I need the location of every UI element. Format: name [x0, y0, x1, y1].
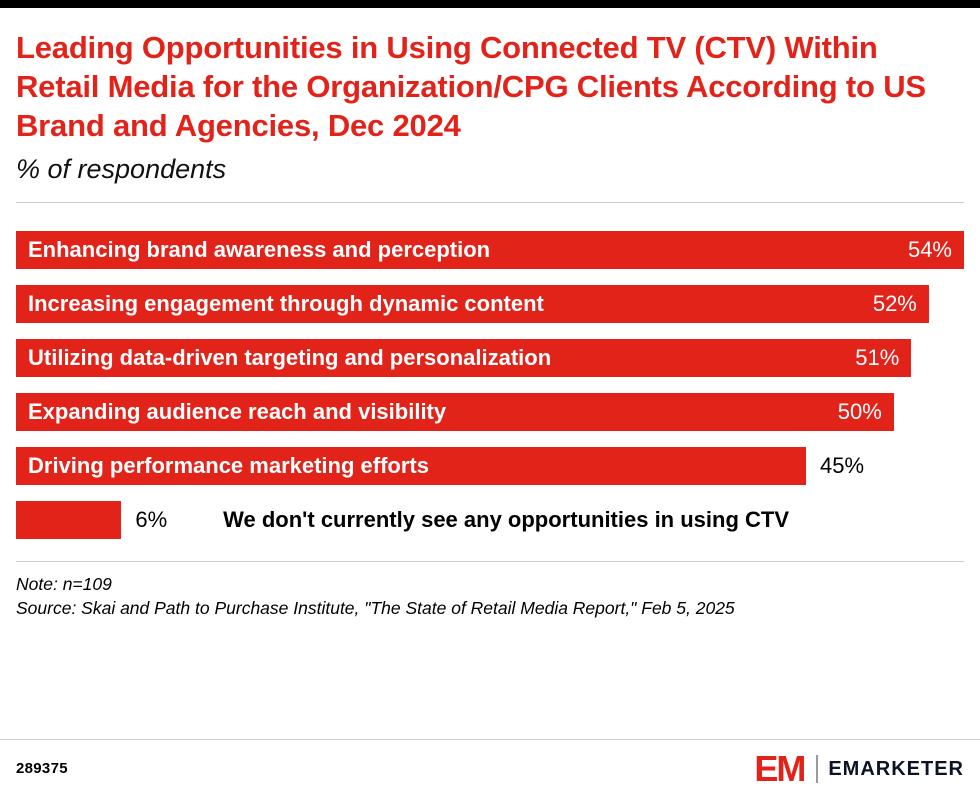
- bar-value: 51%: [855, 344, 900, 370]
- footer-bar: 289375 EM EMARKETER: [0, 739, 980, 797]
- chart-subtitle: % of respondents: [16, 154, 227, 185]
- chart-id: 289375: [16, 760, 68, 777]
- emarketer-logo-text: EMARKETER: [828, 757, 964, 780]
- bar: [16, 500, 122, 539]
- bar-row: Enhancing brand awareness and perception…: [16, 230, 964, 269]
- bar-category-label: Driving performance marketing efforts: [28, 452, 429, 478]
- header-divider: [16, 201, 964, 203]
- source-line: Source: Skai and Path to Purchase Instit…: [16, 597, 735, 618]
- bar-value: 6%: [135, 506, 168, 532]
- bar-row: Increasing engagement through dynamic co…: [16, 284, 964, 323]
- bar: Enhancing brand awareness and perception…: [16, 230, 964, 269]
- bar: Increasing engagement through dynamic co…: [16, 284, 929, 323]
- bar-category-label: Increasing engagement through dynamic co…: [28, 290, 544, 316]
- bar-value: 52%: [872, 290, 917, 316]
- bar: Driving performance marketing efforts: [16, 446, 806, 485]
- chart-title: Leading Opportunities in Using Connected…: [16, 30, 926, 144]
- bar-row: Expanding audience reach and visibility 5…: [16, 392, 964, 431]
- bar-value: 45%: [820, 452, 865, 478]
- bar: Utilizing data-driven targeting and pers…: [16, 338, 912, 377]
- notes-block: Note: n=109 Source: Skai and Path to Pur…: [16, 572, 964, 620]
- note-line: Note: n=109: [16, 573, 112, 594]
- content-area: Leading Opportunities in Using Connected…: [0, 8, 980, 620]
- bar-category-label: Utilizing data-driven targeting and pers…: [28, 344, 552, 370]
- bar-row: Utilizing data-driven targeting and pers…: [16, 338, 964, 377]
- emarketer-logo: EM EMARKETER: [754, 747, 964, 789]
- bar-category-label: Enhancing brand awareness and perception: [28, 236, 491, 262]
- bar: Expanding audience reach and visibility 5…: [16, 392, 894, 431]
- top-black-bar: [0, 0, 980, 8]
- bar-category-label: Expanding audience reach and visibility: [28, 398, 447, 424]
- logo-divider: [816, 754, 819, 783]
- bar-category-label: We don't currently see any opportunities…: [223, 506, 790, 532]
- bar-row: Driving performance marketing efforts 45%: [16, 446, 964, 485]
- bar-value: 54%: [907, 236, 952, 262]
- bar-row: 6% We don't currently see any opportuniti…: [16, 500, 964, 539]
- emarketer-logo-mark-icon: EM: [754, 747, 806, 789]
- notes-divider: [16, 560, 964, 562]
- bar-list: Enhancing brand awareness and perception…: [16, 230, 964, 539]
- bar-value: 50%: [837, 398, 882, 424]
